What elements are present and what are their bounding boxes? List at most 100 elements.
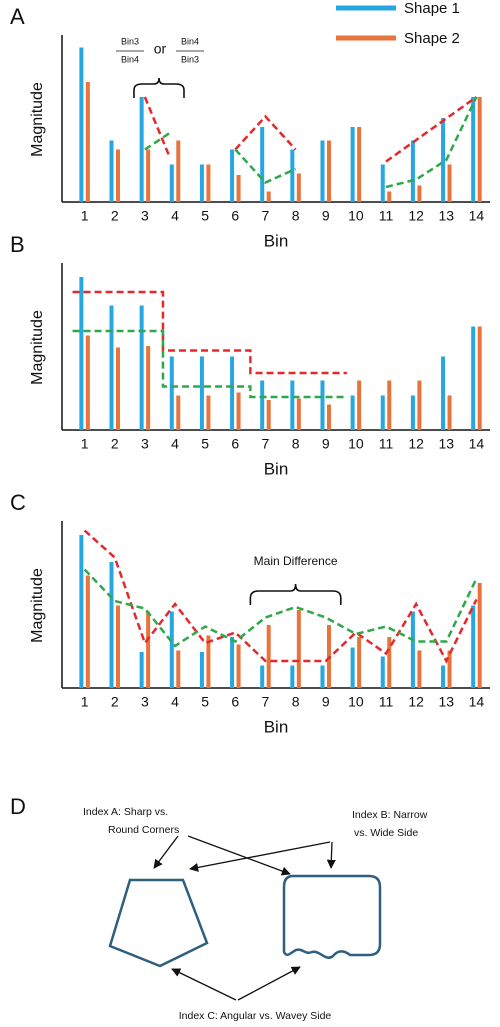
bar: [199, 356, 204, 430]
bar: [109, 140, 114, 202]
overlay-line: [144, 130, 173, 151]
bar: [471, 605, 476, 688]
panel-label: D: [10, 794, 26, 819]
x-tick-label: 8: [292, 208, 300, 224]
bar: [357, 380, 362, 430]
bar: [387, 191, 392, 202]
x-tick-label: 5: [201, 694, 209, 710]
annotation: vs. Wide Side: [354, 827, 418, 839]
annotation: Bin3 Bin4 Bin4 Bin3 or: [116, 36, 204, 98]
bar: [477, 97, 482, 202]
bar: [146, 346, 151, 430]
annotation-text: or: [154, 41, 167, 57]
x-axis-label: Bin: [264, 717, 289, 736]
bar: [380, 656, 385, 688]
x-tick-label: 12: [408, 694, 424, 710]
overlay-line: [385, 95, 478, 163]
bar: [139, 652, 144, 688]
bar: [206, 635, 211, 688]
bar: [471, 97, 476, 202]
x-tick-label: 11: [379, 208, 394, 224]
bar: [236, 644, 241, 688]
bar: [326, 140, 331, 202]
x-tick-label: 11: [379, 436, 394, 452]
bar: [266, 400, 271, 430]
bar: [176, 395, 181, 430]
x-tick-label: 10: [348, 694, 364, 710]
bar: [109, 305, 114, 430]
x-tick-label: 2: [111, 694, 119, 710]
bar: [236, 392, 241, 430]
panel-label: B: [10, 232, 25, 257]
bar: [85, 82, 90, 202]
x-tick-label: 4: [171, 694, 179, 710]
x-tick-label: 1: [81, 208, 89, 224]
x-tick-label: 8: [292, 436, 300, 452]
annotation: Index B: Narrow: [352, 809, 428, 821]
x-tick-label: 12: [408, 436, 424, 452]
x-tick-label: 6: [231, 208, 239, 224]
x-tick-label: 13: [439, 436, 455, 452]
bar: [79, 47, 84, 202]
annotation-text: Bin4: [181, 36, 199, 46]
bar: [447, 164, 452, 202]
bar: [290, 380, 295, 430]
bar: [260, 127, 265, 202]
bar: [115, 347, 120, 430]
bar: [447, 395, 452, 430]
bar: [357, 127, 362, 202]
x-tick-label: 6: [231, 436, 239, 452]
bar: [199, 164, 204, 202]
bar: [169, 611, 174, 688]
bar: [350, 127, 355, 202]
x-tick-label: 3: [141, 436, 149, 452]
bar: [85, 335, 90, 430]
bar: [230, 149, 235, 202]
bar: [357, 637, 362, 688]
bar: [417, 185, 422, 202]
bar: [326, 404, 331, 430]
bar: [169, 164, 174, 202]
bar: [206, 164, 211, 202]
annotation: Index C: Angular vs. Wavey Side: [179, 1010, 332, 1022]
bar: [350, 647, 355, 688]
y-axis-label: Magnitude: [29, 82, 46, 157]
arrows: [153, 835, 336, 1001]
bar: [199, 652, 204, 688]
bar: [417, 380, 422, 430]
overlay-line: [385, 96, 478, 189]
bar: [146, 611, 151, 688]
x-tick-label: 1: [81, 694, 89, 710]
bar: [296, 610, 301, 688]
bar: [79, 277, 84, 430]
bar: [176, 140, 181, 202]
x-tick-label: 14: [469, 694, 485, 710]
x-tick-label: 10: [348, 436, 364, 452]
bar: [290, 149, 295, 202]
panel-label: C: [10, 490, 26, 515]
bar: [260, 380, 265, 430]
bar: [266, 625, 271, 688]
bar: [139, 305, 144, 430]
bar: [387, 637, 392, 688]
y-axis-label: Magnitude: [29, 568, 46, 643]
bar: [296, 173, 301, 202]
bar: [380, 164, 385, 202]
rounded-shape: [282, 874, 382, 959]
diagram: D Index A: Sharp vs. Round Corners Index…: [10, 794, 428, 1022]
x-tick-label: 11: [379, 694, 394, 710]
bar: [146, 149, 151, 202]
bar: [410, 611, 415, 688]
x-tick-label: 1: [81, 436, 89, 452]
x-tick-label: 9: [322, 694, 330, 710]
bar: [441, 118, 446, 202]
annotation: Round Corners: [108, 824, 179, 836]
x-tick-label: 12: [408, 208, 424, 224]
brace: [133, 77, 185, 98]
x-tick-label: 14: [469, 208, 485, 224]
legend-label: Shape 2: [404, 30, 460, 47]
x-tick-label: 8: [292, 694, 300, 710]
x-tick-label: 2: [111, 208, 119, 224]
overlay-line: [83, 529, 478, 664]
